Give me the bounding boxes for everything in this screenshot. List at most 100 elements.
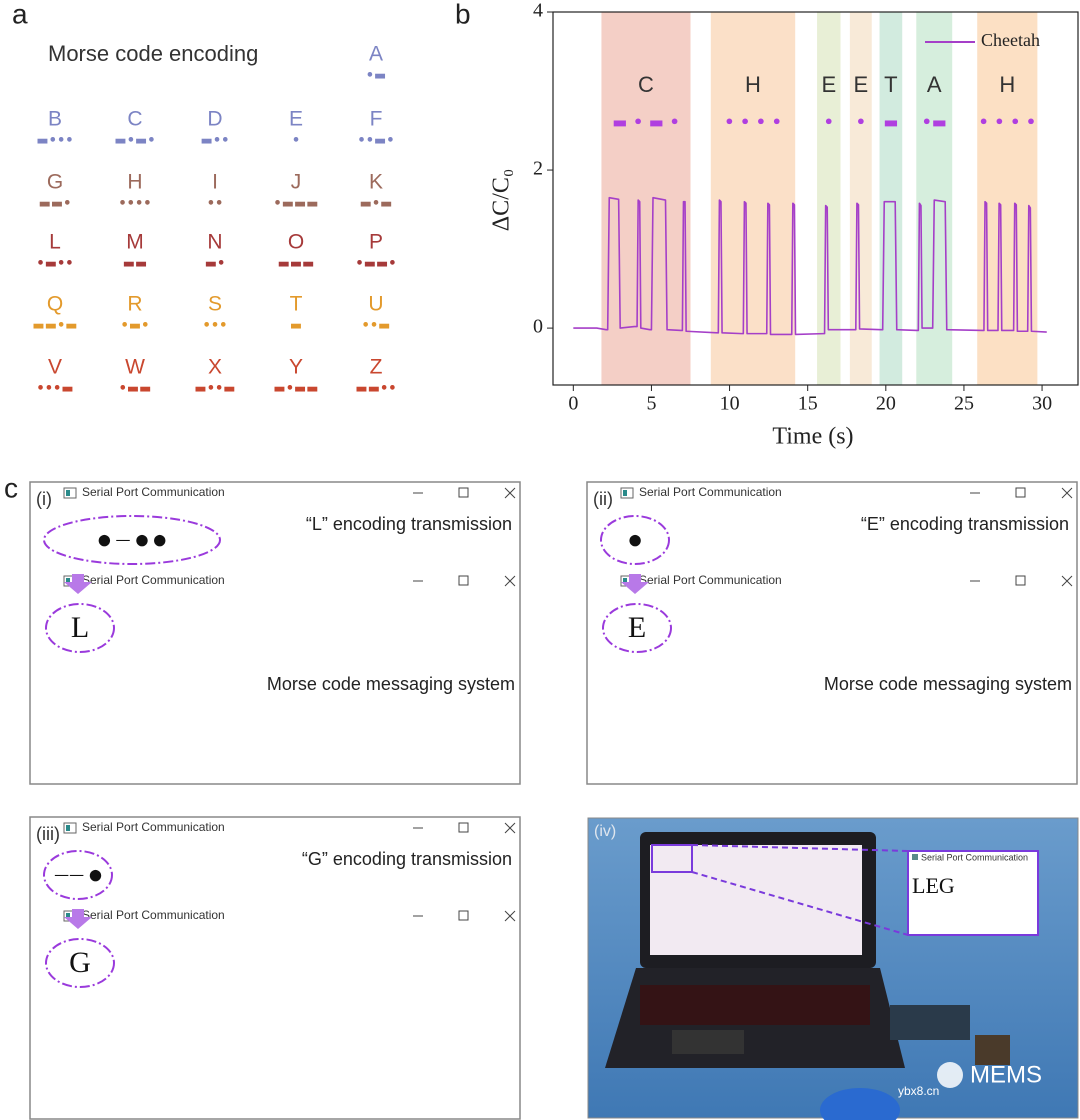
highlight-region xyxy=(817,12,841,385)
letter: K xyxy=(369,171,383,194)
received-code: —— ● xyxy=(54,866,102,884)
x-tick-label: 25 xyxy=(954,393,974,415)
letter: Z xyxy=(370,356,383,379)
x-tick-label: 0 xyxy=(568,393,578,415)
morse-code: ••▬• xyxy=(357,134,394,149)
decoded-letter: G xyxy=(69,946,91,979)
down-arrow xyxy=(64,909,92,929)
region-label: H xyxy=(745,72,761,97)
y-tick-label: 0 xyxy=(533,316,543,338)
window-title: Serial Port Communication xyxy=(921,852,1028,862)
watermark-site: ybx8.cn xyxy=(898,1084,939,1098)
morse-code: ▬••▬ xyxy=(194,382,235,397)
close-button[interactable] xyxy=(504,910,516,922)
window-icon xyxy=(623,490,627,496)
x-tick-label: 30 xyxy=(1032,393,1052,415)
watermark-icon xyxy=(937,1062,963,1088)
letter: E xyxy=(289,108,303,131)
region-label: E xyxy=(821,72,836,97)
morse-code: •• xyxy=(207,197,224,212)
window-frame xyxy=(29,816,521,1120)
letter: V xyxy=(48,356,62,379)
letter: C xyxy=(127,108,142,131)
morse-code: •▬• xyxy=(121,319,150,334)
x-axis-label: Time (s) xyxy=(772,424,853,450)
x-tick-label: 5 xyxy=(646,393,656,415)
maximize-button[interactable] xyxy=(1015,575,1026,586)
morse-code: ▬•▬▬ xyxy=(273,382,318,397)
x-tick-label: 15 xyxy=(798,393,818,415)
code-outline xyxy=(43,850,113,900)
morse-code: ▬••• xyxy=(36,134,73,149)
down-arrow xyxy=(64,574,92,594)
watermark-brand: MEMS xyxy=(970,1061,1042,1088)
region-code: ▬ xyxy=(883,113,898,132)
decoded-letter: L xyxy=(71,611,89,644)
morse-code: ▬▬•• xyxy=(355,382,396,397)
letter: A xyxy=(369,43,383,66)
photo xyxy=(587,817,1079,1120)
letter-outline xyxy=(602,603,672,653)
y-axis-label: ΔC/C₀ xyxy=(489,169,515,231)
letter: R xyxy=(127,293,142,316)
region-code: • • • • xyxy=(724,113,782,132)
morse-code: •••• xyxy=(118,197,151,212)
morse-code: ▬▬ xyxy=(123,257,148,272)
letter: J xyxy=(291,171,302,194)
window-title: Serial Port Communication xyxy=(639,485,782,499)
window-title: Serial Port Communication xyxy=(82,908,225,922)
letter-outline xyxy=(45,603,115,653)
decoded-letter: E xyxy=(628,611,646,644)
letter: X xyxy=(208,356,222,379)
received-code: ● xyxy=(628,531,641,549)
close-button[interactable] xyxy=(1061,575,1073,587)
subpanel-label: (ii) xyxy=(593,489,613,509)
region-code: • • • • xyxy=(978,113,1036,132)
letter: U xyxy=(368,293,383,316)
window-icon xyxy=(66,490,70,496)
maximize-button[interactable] xyxy=(458,822,469,833)
close-button[interactable] xyxy=(504,575,516,587)
window-frame xyxy=(29,481,521,785)
panel-label: a xyxy=(12,0,28,29)
letter: N xyxy=(207,231,222,254)
morse-code: ••▬ xyxy=(362,319,391,334)
system-name: Morse code messaging system xyxy=(824,674,1072,694)
region-label: E xyxy=(853,72,868,97)
x-tick-label: 10 xyxy=(720,393,740,415)
morse-code: ▬▬▬ xyxy=(278,257,315,272)
letter: I xyxy=(212,171,218,194)
panel-label: b xyxy=(455,0,471,29)
close-button[interactable] xyxy=(504,487,516,499)
window-icon xyxy=(66,578,70,584)
maximize-button[interactable] xyxy=(458,487,469,498)
letter: W xyxy=(125,356,145,379)
maximize-button[interactable] xyxy=(458,575,469,586)
window-icon xyxy=(66,825,70,831)
region-code: • xyxy=(856,113,866,132)
maximize-button[interactable] xyxy=(458,910,469,921)
morse-code: ▬▬•▬ xyxy=(32,319,77,334)
window-frame xyxy=(586,481,1078,785)
close-button[interactable] xyxy=(504,822,516,834)
letter-outline xyxy=(45,938,115,988)
code-outline xyxy=(43,515,221,565)
plot-frame xyxy=(552,11,1079,386)
letter: Q xyxy=(47,293,63,316)
system-name: Morse code messaging system xyxy=(267,674,515,694)
morse-code: ▬•▬• xyxy=(114,134,155,149)
subpanel-label: (iii) xyxy=(36,824,60,844)
region-label: H xyxy=(999,72,1015,97)
letter: D xyxy=(207,108,222,131)
letter: H xyxy=(127,171,142,194)
region-code: ▬ • ▬ • xyxy=(612,113,679,132)
maximize-button[interactable] xyxy=(1015,487,1026,498)
region-label: A xyxy=(927,72,942,97)
morse-code: ▬▬• xyxy=(39,197,72,212)
letter: T xyxy=(290,293,303,316)
morse-code: ••• xyxy=(203,319,228,334)
morse-code: ▬•• xyxy=(201,134,230,149)
y-tick-label: 4 xyxy=(533,0,543,22)
close-button[interactable] xyxy=(1061,487,1073,499)
